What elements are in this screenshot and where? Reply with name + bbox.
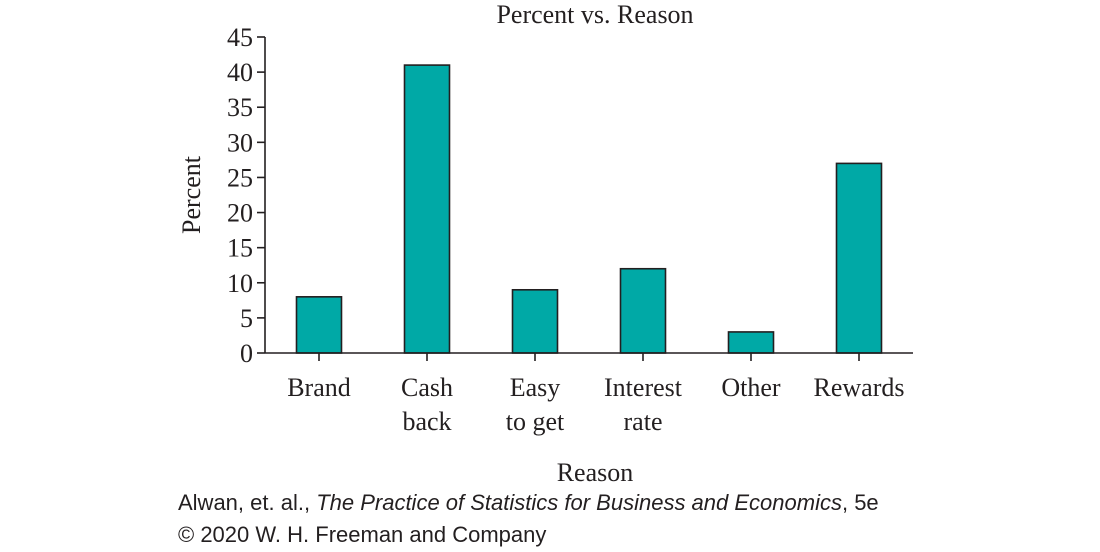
credit-authors: Alwan, et. al., [178,490,317,515]
y-tick-label: 30 [227,128,253,157]
bar [295,296,343,354]
y-tick-label: 35 [227,93,253,122]
x-tick-label: Interest rate [604,373,683,436]
y-tick-label: 10 [227,269,253,298]
bar [511,288,559,354]
bar [835,162,883,354]
y-axis-label: Percent [177,155,206,234]
y-tick-label: 20 [227,199,253,228]
bar [727,331,775,354]
bars-group [295,64,883,354]
y-tick-label: 5 [240,304,253,333]
x-tick-label: Other [721,373,781,402]
y-tick-label: 45 [227,23,253,52]
bar [403,64,451,354]
y-tick-label: 40 [227,58,253,87]
x-tick-label: Easy to get [506,373,565,436]
copyright-notice: © 2020 W. H. Freeman and Company [178,522,547,547]
y-tick-label: 25 [227,163,253,192]
x-tick-label: Cash back [401,373,453,436]
y-tick-label: 0 [240,339,253,368]
y-tick-label: 15 [227,234,253,263]
bar [619,267,667,354]
x-axis-label: Reason [557,458,634,487]
y-axis-ticks: 0 5 10 15 20 25 30 35 40 45 [227,23,265,368]
chart-title: Percent vs. Reason [496,0,693,29]
x-tick-label: Rewards [814,373,905,402]
source-credit: Alwan, et. al., The Practice of Statisti… [178,490,879,516]
x-axis-ticks: Brand Cash back Easy to get Interest rate Other… [287,353,904,436]
credit-edition: , 5e [841,490,879,515]
x-tick-label: Brand [287,373,351,402]
credit-book-title: The Practice of Statistics for Business … [316,490,842,515]
